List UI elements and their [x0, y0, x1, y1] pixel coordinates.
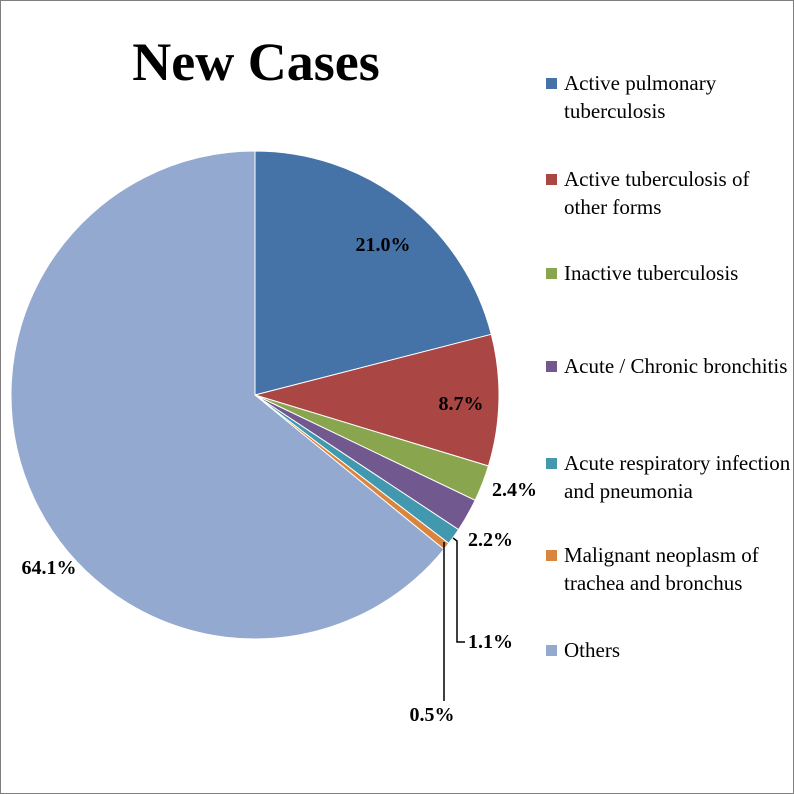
legend-label: Active tuberculosis of other forms [564, 167, 750, 219]
pie-slice-0 [254, 150, 492, 396]
data-label-4: 1.1% [468, 631, 513, 653]
pie-slice-6 [10, 150, 445, 640]
pie-slice-1 [253, 333, 500, 467]
legend-swatch [546, 361, 557, 372]
legend-label: Inactive tuberculosis [564, 261, 739, 285]
legend-label: Acute respiratory infection and pneumoni… [564, 451, 791, 503]
data-label-1: 8.7% [439, 393, 484, 415]
leader-line-4 [452, 537, 465, 643]
legend-item-acute-respiratory-infection: Acute respiratory infection and pneumoni… [546, 449, 791, 505]
legend-item-malignant-neoplasm: Malignant neoplasm of trachea and bronch… [546, 541, 791, 597]
legend-item-others: Others [546, 636, 791, 664]
legend-item-acute-chronic-bronchitis: Acute / Chronic bronchitis [546, 352, 791, 380]
data-label-5: 0.5% [410, 704, 455, 726]
legend-swatch [546, 78, 557, 89]
legend-label: Malignant neoplasm of trachea and bronch… [564, 543, 759, 595]
legend-swatch [546, 458, 557, 469]
data-label-2: 2.4% [492, 479, 537, 501]
chart-title: New Cases [132, 32, 380, 92]
legend-swatch [546, 645, 557, 656]
legend-swatch [546, 174, 557, 185]
legend-label: Acute / Chronic bronchitis [564, 354, 788, 378]
data-label-6: 64.1% [22, 557, 77, 579]
legend-label: Active pulmonary tuberculosis [564, 71, 717, 123]
legend-item-inactive-tuberculosis: Inactive tuberculosis [546, 259, 791, 287]
legend-label: Others [564, 638, 620, 662]
legend-swatch [546, 550, 557, 561]
legend-swatch [546, 268, 557, 279]
legend-item-active-pulmonary-tuberculosis: Active pulmonary tuberculosis [546, 69, 791, 125]
data-label-3: 2.2% [468, 529, 513, 551]
data-label-0: 21.0% [356, 234, 411, 256]
legend-item-active-tuberculosis-other-forms: Active tuberculosis of other forms [546, 165, 791, 221]
